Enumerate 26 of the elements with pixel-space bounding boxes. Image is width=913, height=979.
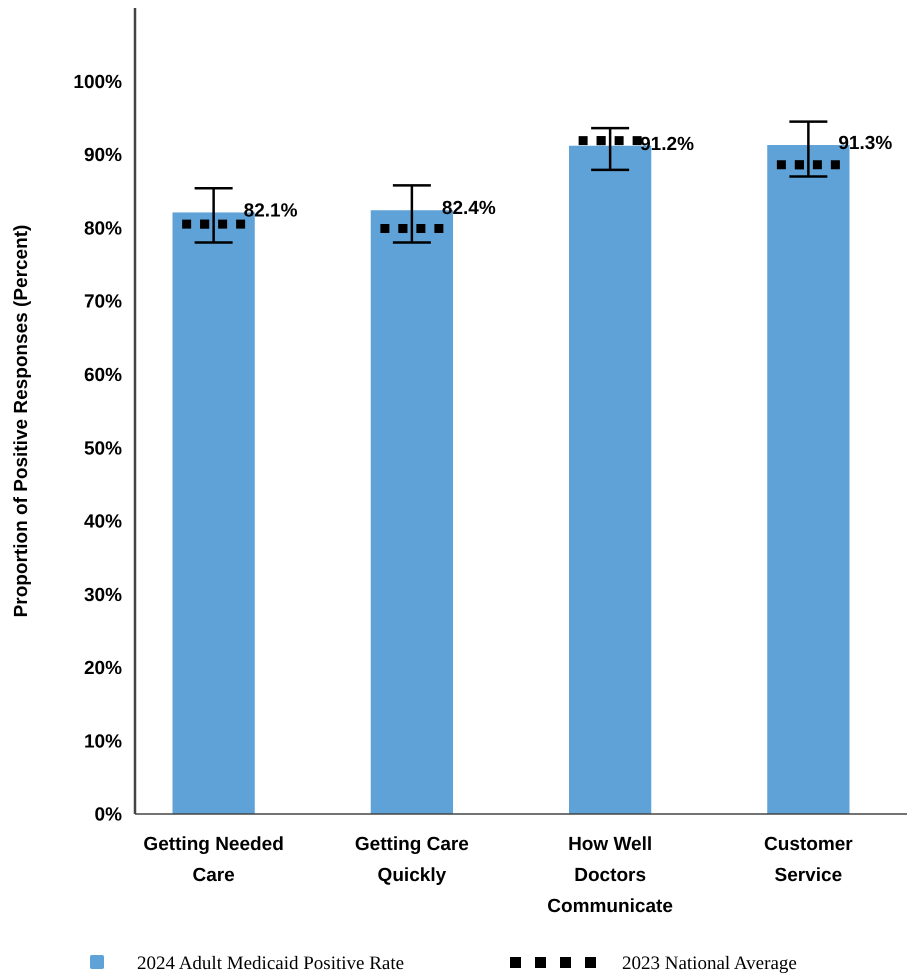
y-tick-label: 90% — [84, 145, 122, 166]
y-axis-title: Proportion of Positive Responses (Percent) — [11, 224, 32, 618]
data-label: 82.4% — [442, 198, 496, 220]
point — [794, 160, 804, 170]
data-label: 82.1% — [244, 200, 298, 222]
legend-label: 2024 Adult Medicaid Positive Rate — [137, 953, 404, 974]
y-tick-label: 60% — [84, 365, 122, 386]
y-tick-label: 10% — [84, 731, 122, 752]
y-tick-label: 30% — [84, 584, 122, 606]
legend-label: 2023 National Average — [622, 953, 797, 974]
x-tick-label: Getting Needed Care — [143, 834, 284, 886]
y-tick-label: 20% — [84, 658, 122, 680]
y-tick-label: 0% — [94, 804, 122, 826]
point — [398, 224, 408, 234]
data-label: 91.3% — [838, 133, 892, 154]
y-tick-label: 50% — [84, 438, 122, 460]
y-tick-label: 70% — [84, 292, 122, 313]
x-tick-label: How Well Doctors Communicate — [547, 834, 673, 917]
x-tick-label: Customer Service — [764, 834, 854, 886]
point — [596, 136, 606, 146]
data-label: 91.2% — [640, 134, 694, 155]
y-tick-label: 80% — [84, 218, 122, 240]
x-tick-label: Getting Care Quickly — [354, 834, 469, 886]
y-tick-label: 40% — [84, 512, 122, 533]
y-tick-label: 100% — [73, 72, 122, 93]
point — [200, 220, 210, 229]
